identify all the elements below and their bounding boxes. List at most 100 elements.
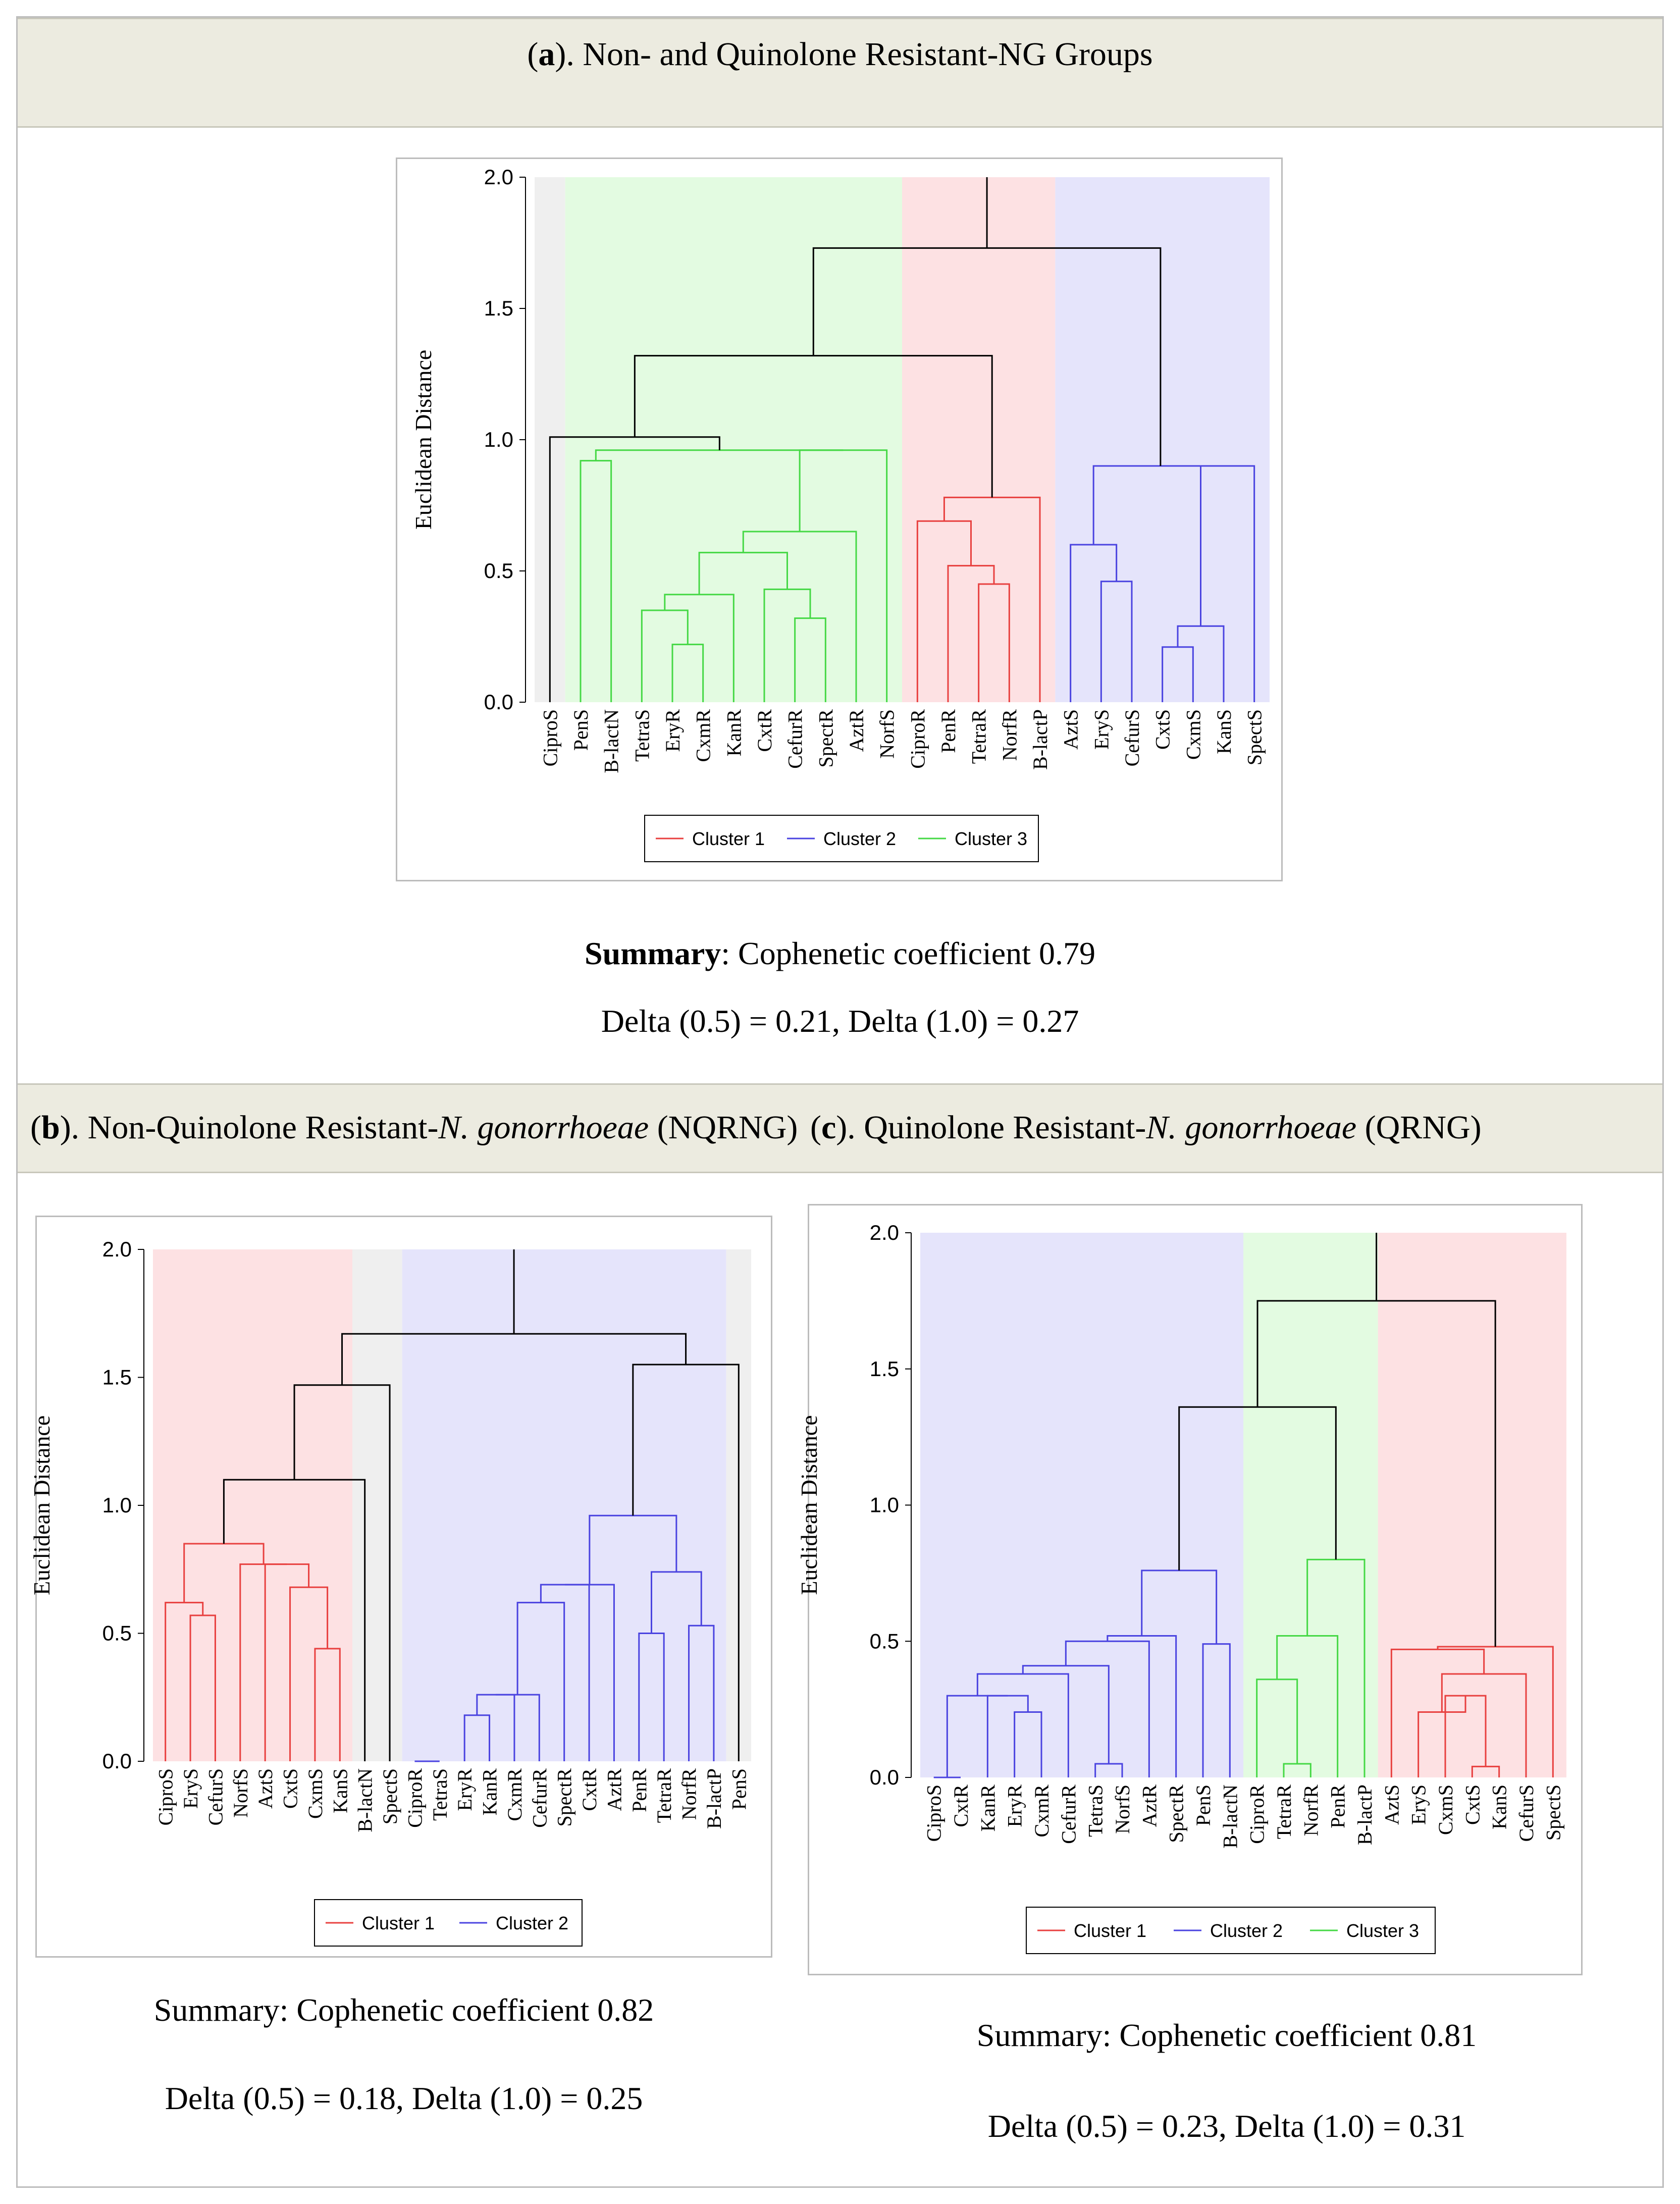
panel-bc-header bbox=[18, 1083, 1662, 1173]
merge-link-21 bbox=[1200, 465, 1255, 702]
leaf-label: KanR bbox=[479, 1768, 501, 1816]
leaf-label: EryS bbox=[179, 1768, 202, 1809]
cluster-band-3 bbox=[1378, 1233, 1566, 1777]
leaf-label: EryR bbox=[453, 1768, 476, 1811]
y-tick-label: 2.0 bbox=[102, 1237, 132, 1261]
leaf-label: SpectS bbox=[1542, 1785, 1564, 1841]
y-tick-label: 2.0 bbox=[870, 1221, 899, 1244]
merge-link-18 bbox=[1444, 1695, 1487, 1777]
leaf-label: CxmR bbox=[503, 1768, 526, 1821]
merge-link-12 bbox=[1283, 1763, 1311, 1777]
leaf-label: CxmS bbox=[1434, 1785, 1457, 1835]
legend-box bbox=[644, 815, 1039, 862]
leaf-label: PenS bbox=[727, 1768, 750, 1810]
y-tick-label: 0.5 bbox=[102, 1621, 132, 1645]
merge-link-22 bbox=[1092, 465, 1228, 545]
legend-box bbox=[314, 1899, 583, 1947]
y-axis-label: Euclidean Distance bbox=[29, 1415, 55, 1595]
merge-link-6 bbox=[1094, 1763, 1123, 1777]
leaf-label: B-lactN bbox=[1219, 1785, 1241, 1849]
leaf-label: B-lactP bbox=[1353, 1785, 1376, 1845]
merge-link-22 bbox=[341, 1333, 687, 1385]
panel-a-summary-text: : Cophenetic coefficient 0.79 bbox=[721, 935, 1095, 971]
leaf-label: CxtR bbox=[753, 709, 776, 752]
leaf-label: CefurS bbox=[1515, 1785, 1538, 1842]
panel-a-delta: Delta (0.5) = 0.21, Delta (1.0) = 0.27 bbox=[601, 1003, 1079, 1039]
cluster-band-2 bbox=[1243, 1233, 1378, 1777]
leaf-label: KanR bbox=[722, 709, 745, 757]
leaf-label: TetraR bbox=[968, 709, 990, 764]
legend-label-1: Cluster 1 bbox=[1074, 1920, 1146, 1941]
merge-link-22 bbox=[1437, 1646, 1554, 1777]
leaf-label: CefurR bbox=[1057, 1785, 1080, 1844]
y-axis-label: Euclidean Distance bbox=[796, 1415, 822, 1595]
leaf-label: CiproR bbox=[906, 709, 929, 769]
leaf-label: AztR bbox=[845, 709, 868, 752]
leaf-label: NorfS bbox=[876, 709, 899, 759]
merge-link-6 bbox=[239, 1563, 287, 1761]
panel-b-summary: Summary: Cophenetic coefficient 0.82 bbox=[153, 1992, 654, 2028]
leaf-label: SpectS bbox=[1243, 709, 1266, 765]
cluster-band-1 bbox=[153, 1249, 352, 1761]
leaf-label: CxmR bbox=[1030, 1785, 1053, 1838]
panel-a-summary-bold: Summary bbox=[585, 935, 721, 971]
leaf-label: PenR bbox=[1327, 1785, 1349, 1828]
panel-c-title-end: (QRNG) bbox=[1356, 1109, 1482, 1146]
panel-b-title-mid: ). Non-Quinolone Resistant- bbox=[60, 1109, 439, 1146]
y-tick-label: 2.0 bbox=[484, 165, 513, 189]
leaf-label: EryS bbox=[1407, 1785, 1430, 1825]
leaf-label: PenR bbox=[628, 1768, 651, 1812]
legend-label-1: Cluster 1 bbox=[362, 1913, 435, 1933]
panel-c-letter: c bbox=[821, 1109, 836, 1146]
leaf-label: CiproR bbox=[403, 1768, 426, 1828]
leaf-label: TetraS bbox=[429, 1768, 451, 1821]
y-tick-label: 0.0 bbox=[870, 1765, 899, 1789]
merge-link-7 bbox=[183, 1543, 265, 1603]
merge-link-18 bbox=[688, 1624, 715, 1761]
y-tick-label: 0.0 bbox=[102, 1749, 132, 1773]
y-axis-label: Euclidean Distance bbox=[410, 350, 436, 530]
leaf-label: CefurS bbox=[1121, 709, 1143, 766]
leaf-label: CxmR bbox=[692, 709, 715, 762]
leaf-label: CxtR bbox=[950, 1785, 972, 1827]
legend-box bbox=[1026, 1907, 1436, 1954]
merge-link-5 bbox=[264, 1563, 310, 1761]
chart-a: 0.0 0.5 1.0 1.5 2.0 Euclidean Distance CiproS P… bbox=[396, 158, 1283, 881]
panel-c-title-mid: ). Quinolone Resistant- bbox=[836, 1109, 1146, 1146]
panel-c-summary: Summary: Cophenetic coefficient 0.81 bbox=[976, 2017, 1477, 2053]
legend-label-3: Cluster 3 bbox=[1346, 1920, 1419, 1941]
merge-link-19 bbox=[1162, 646, 1194, 702]
leaf-label: PenR bbox=[937, 709, 960, 753]
leaf-label: B-lactP bbox=[1029, 709, 1052, 770]
cluster-band-2 bbox=[352, 1249, 402, 1761]
leaf-label: KanS bbox=[1488, 1785, 1511, 1829]
merge-link-21 bbox=[1390, 1648, 1485, 1777]
leaf-label: CiproS bbox=[923, 1785, 946, 1842]
leaf-label: CxtR bbox=[578, 1768, 601, 1811]
leaf-label: CiproS bbox=[154, 1768, 177, 1825]
panel-b-letter: b bbox=[41, 1109, 60, 1146]
chart-c: 0.0 0.5 1.0 1.5 2.0 Euclidean Distance CiproS C… bbox=[796, 1204, 1583, 1975]
leaf-label: CiproS bbox=[539, 709, 561, 766]
leaf-label: CxtS bbox=[1151, 709, 1174, 750]
leaf-label: CefurR bbox=[528, 1768, 551, 1828]
y-tick-label: 1.5 bbox=[102, 1366, 132, 1389]
leaf-label: SpectR bbox=[553, 1768, 576, 1827]
legend-label-2: Cluster 2 bbox=[1210, 1920, 1283, 1941]
leaf-label: B-lactP bbox=[703, 1768, 725, 1829]
leaf-label: NorfR bbox=[998, 709, 1021, 761]
leaf-label: PenS bbox=[1192, 1785, 1215, 1826]
panel-b-title: (b). Non-Quinolone Resistant-N. gonorrho… bbox=[30, 1109, 798, 1146]
legend-label-2: Cluster 2 bbox=[823, 828, 896, 849]
merge-link-15 bbox=[540, 1584, 590, 1761]
leaf-label: KanS bbox=[1213, 709, 1235, 754]
merge-link-8 bbox=[223, 1479, 366, 1761]
leaf-label: CxtS bbox=[279, 1768, 302, 1809]
leaf-label: AztR bbox=[603, 1768, 625, 1811]
leaf-label: TetraS bbox=[1084, 1785, 1107, 1837]
figure-frame bbox=[16, 16, 1664, 2188]
y-tick-label: 0.5 bbox=[870, 1629, 899, 1653]
leaf-label: CiproR bbox=[1246, 1785, 1269, 1844]
